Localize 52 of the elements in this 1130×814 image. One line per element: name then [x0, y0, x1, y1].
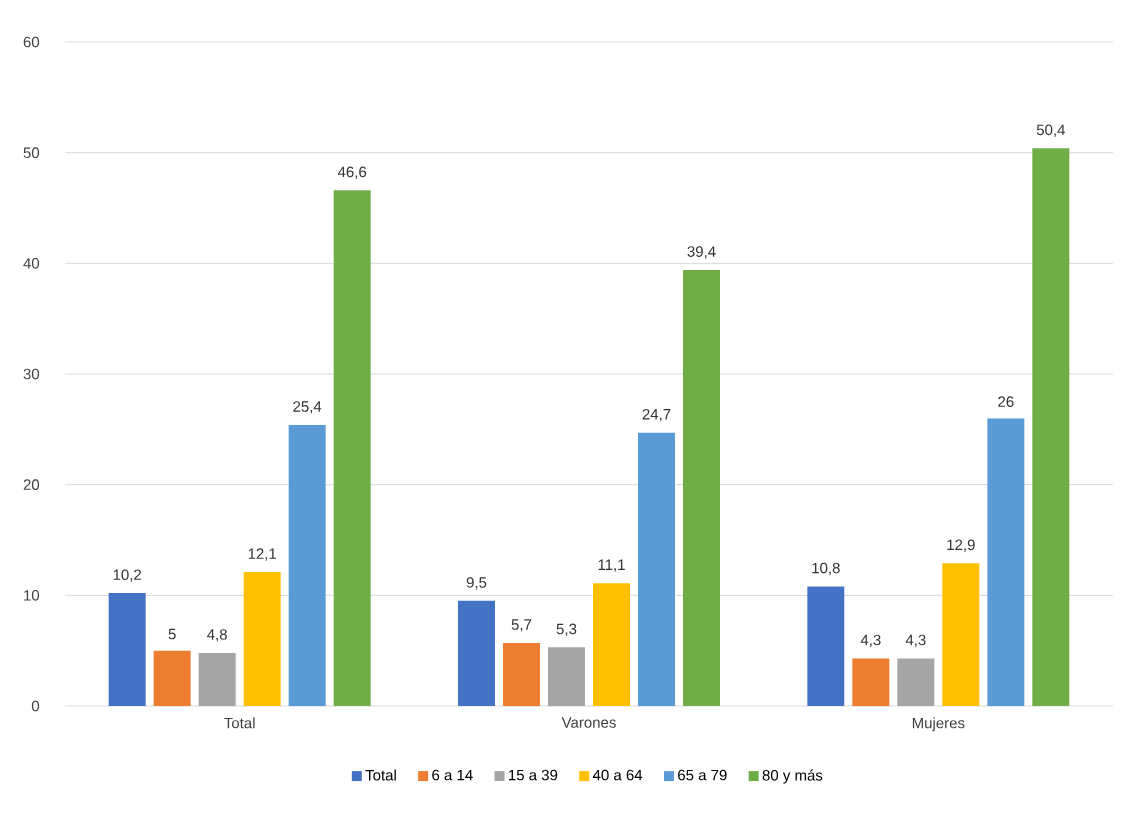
legend-label: 65 a 79	[678, 769, 727, 781]
data-label: 5	[168, 628, 176, 640]
bar	[243, 572, 281, 706]
data-label: 11,1	[598, 559, 625, 572]
data-label: 5,3	[556, 623, 577, 636]
bar	[333, 190, 371, 706]
data-label: 5,7	[511, 619, 532, 632]
bar	[638, 432, 676, 706]
data-label: 50,4	[1036, 124, 1065, 137]
data-label: 9,5	[466, 577, 487, 590]
bar	[852, 658, 890, 706]
bar	[987, 418, 1025, 706]
data-label: 4,8	[207, 629, 227, 642]
data-label: 46,6	[337, 166, 367, 179]
x-tick-label: Varones	[561, 717, 616, 728]
y-tick-label: 40	[23, 258, 40, 269]
bar	[1032, 148, 1070, 706]
legend-label: 15 a 39	[509, 769, 558, 781]
x-tick-label: Mujeres	[912, 717, 965, 732]
bar	[153, 650, 191, 706]
data-label: 4,3	[905, 634, 926, 648]
bar	[807, 586, 845, 706]
data-label: 25,4	[293, 401, 322, 414]
data-label: 4,3	[860, 634, 881, 648]
legend-label: 6 a 14	[432, 769, 473, 781]
data-label: 24,7	[642, 408, 671, 422]
legend-label: Total	[365, 769, 396, 781]
bar	[548, 647, 585, 706]
data-label: 12,1	[248, 548, 277, 561]
bar	[897, 658, 935, 706]
y-tick-label: 20	[23, 479, 40, 490]
data-label: 10,8	[812, 562, 840, 576]
legend-label: 80 y más	[762, 769, 823, 784]
bar	[683, 269, 720, 706]
y-tick-label: 30	[23, 368, 40, 380]
legend-label: 40 a 64	[592, 769, 643, 781]
x-tick-label: Total	[224, 717, 255, 729]
data-label: 26	[998, 396, 1014, 407]
bar	[458, 600, 496, 706]
y-tick-label: 10	[24, 590, 40, 601]
bar	[593, 583, 631, 706]
bar	[198, 652, 236, 706]
bar	[503, 642, 540, 706]
data-label: 10,2	[113, 569, 141, 582]
y-tick-label: 60	[23, 36, 40, 48]
bar	[288, 424, 326, 706]
bar	[108, 593, 146, 706]
y-tick-label: 50	[23, 147, 40, 158]
data-label: 12,9	[947, 539, 975, 552]
bar	[942, 563, 980, 706]
data-label: 39,4	[687, 246, 716, 259]
y-tick-label: 0	[31, 700, 40, 712]
